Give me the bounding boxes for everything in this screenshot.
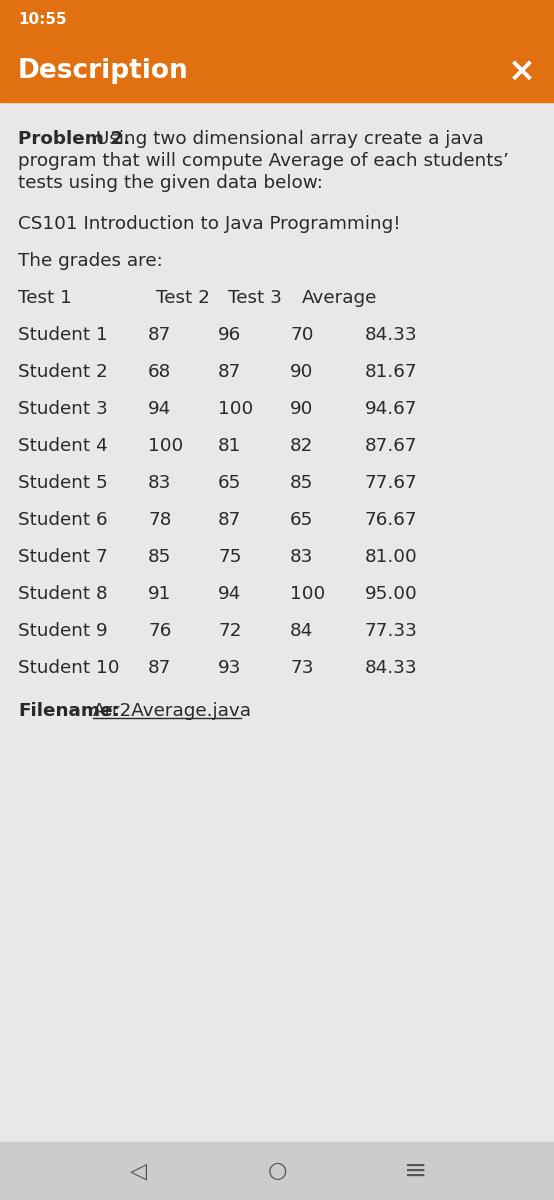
Text: 78: 78 [148,511,171,529]
Text: 93: 93 [218,659,242,677]
Text: 73: 73 [290,659,314,677]
Text: Arr2Average.java: Arr2Average.java [93,702,252,720]
Text: Test 2: Test 2 [156,289,210,307]
Text: Student 1: Student 1 [18,326,107,344]
Bar [0,40,554,102]
Text: Student 5: Student 5 [18,474,107,492]
Text: Student 8: Student 8 [18,584,107,602]
Text: ◁: ◁ [130,1162,147,1181]
Text: 94: 94 [218,584,241,602]
Text: 96: 96 [218,326,241,344]
Text: Test 1: Test 1 [18,289,72,307]
Text: 84.33: 84.33 [365,326,418,344]
Text: 65: 65 [218,474,242,492]
Text: 94.67: 94.67 [365,400,418,418]
Text: program that will compute Average of each students’: program that will compute Average of eac… [18,152,509,170]
Text: 81: 81 [218,437,242,455]
Text: Average: Average [302,289,377,307]
Text: 76.67: 76.67 [365,511,418,529]
Text: Student 10: Student 10 [18,659,120,677]
Text: 77.33: 77.33 [365,622,418,640]
Text: 65: 65 [290,511,314,529]
Bar [0,1142,554,1200]
Text: 95.00: 95.00 [365,584,418,602]
Text: Student 6: Student 6 [18,511,107,529]
Text: 76: 76 [148,622,171,640]
Text: 87: 87 [148,659,171,677]
Text: 70: 70 [290,326,314,344]
Text: 84.33: 84.33 [365,659,418,677]
Text: 77.67: 77.67 [365,474,418,492]
Text: 87: 87 [218,362,242,382]
Text: 75: 75 [218,548,242,566]
Text: Student 9: Student 9 [18,622,107,640]
Text: 90: 90 [290,400,314,418]
Text: Problem 2.: Problem 2. [18,130,130,148]
Text: Student 3: Student 3 [18,400,107,418]
Text: The grades are:: The grades are: [18,252,163,270]
Text: Filename:: Filename: [18,702,120,720]
Text: 84: 84 [290,622,313,640]
Text: CS101 Introduction to Java Programming!: CS101 Introduction to Java Programming! [18,215,401,233]
Text: ○: ○ [268,1162,286,1181]
Text: 83: 83 [148,474,171,492]
Text: Description: Description [18,58,189,84]
Text: 81.67: 81.67 [365,362,418,382]
Text: 91: 91 [148,584,171,602]
Bar [0,0,554,40]
Text: 10:55: 10:55 [18,12,66,28]
Text: 81.00: 81.00 [365,548,418,566]
Text: Student 4: Student 4 [18,437,107,455]
Text: 83: 83 [290,548,314,566]
Text: 72: 72 [218,622,242,640]
Text: 90: 90 [290,362,314,382]
Text: 85: 85 [290,474,314,492]
Text: ×: × [508,54,536,88]
Text: Student 2: Student 2 [18,362,107,382]
Text: 87: 87 [148,326,171,344]
Text: Student 7: Student 7 [18,548,107,566]
Text: tests using the given data below:: tests using the given data below: [18,174,323,192]
Text: 100: 100 [218,400,253,418]
Text: 85: 85 [148,548,171,566]
Text: 94: 94 [148,400,171,418]
Text: Test 3: Test 3 [228,289,282,307]
Text: 82: 82 [290,437,314,455]
Text: 68: 68 [148,362,171,382]
Text: ≡: ≡ [404,1157,427,1186]
Text: 87.67: 87.67 [365,437,418,455]
Text: 100: 100 [148,437,183,455]
Text: 87: 87 [218,511,242,529]
Text: Using two dimensional array create a java: Using two dimensional array create a jav… [90,130,484,148]
Text: 100: 100 [290,584,325,602]
